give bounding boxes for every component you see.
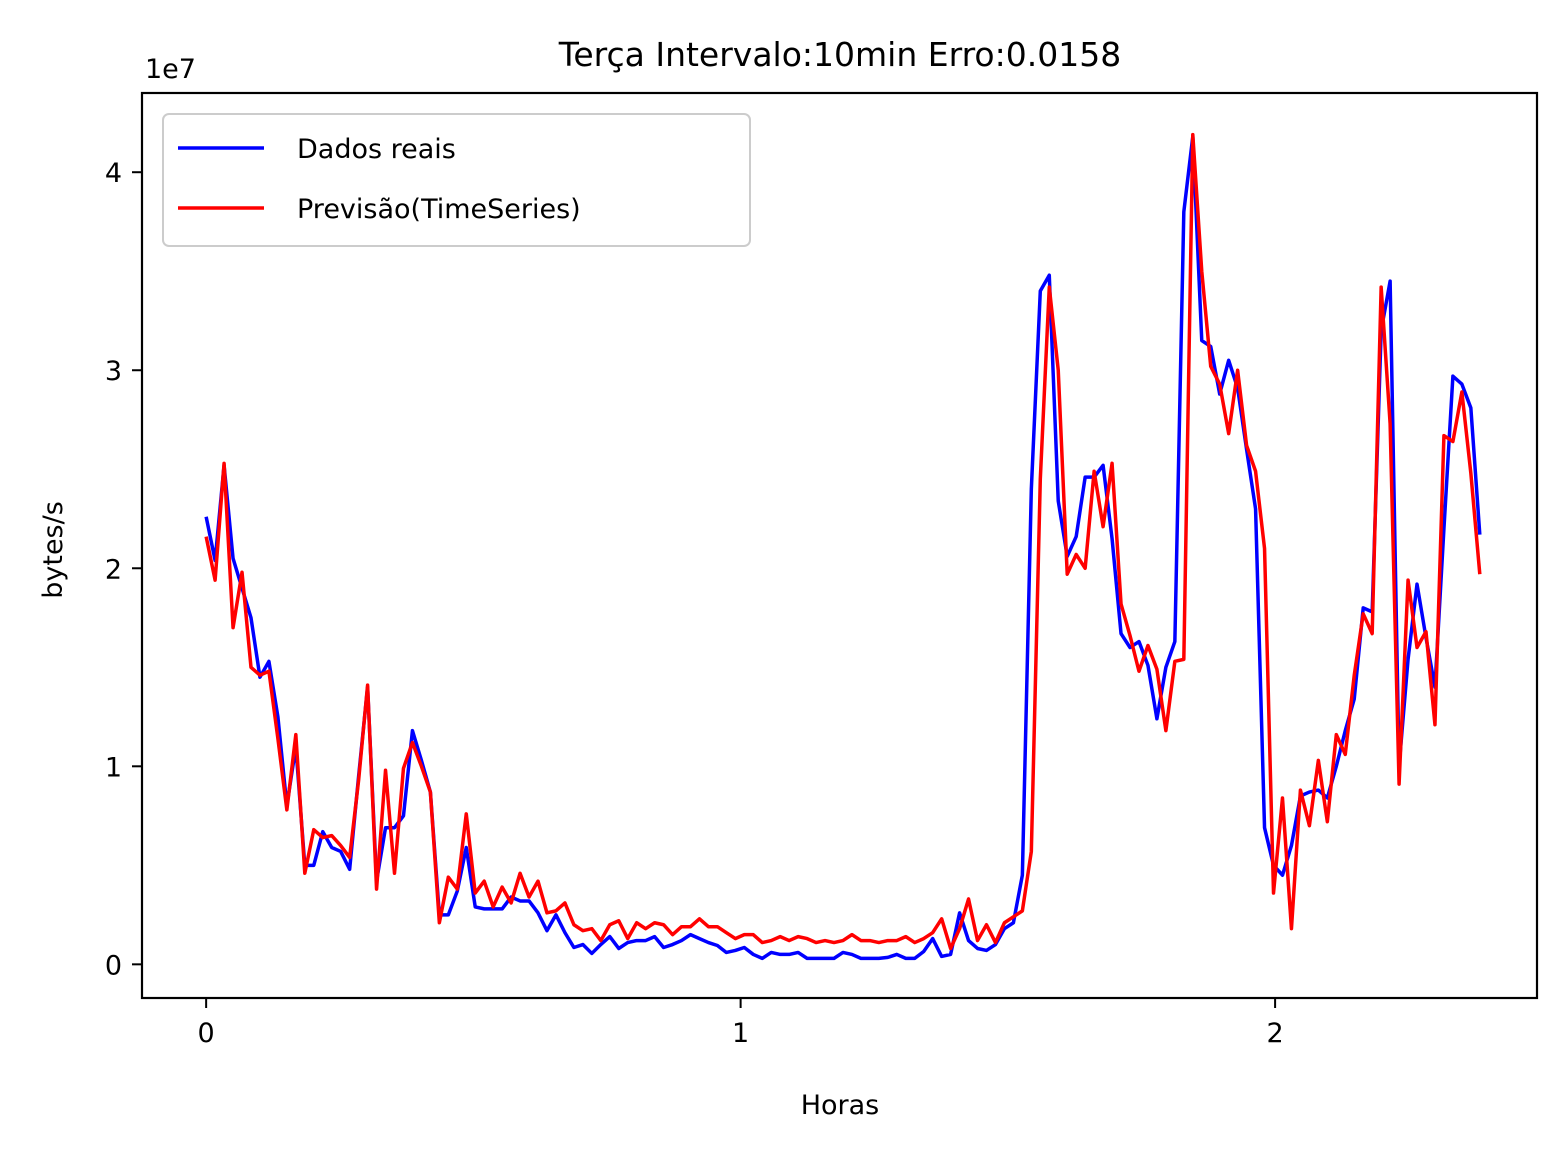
legend-label-dados-reais: Dados reais: [297, 134, 456, 165]
y-tick-label: 2: [105, 554, 122, 585]
y-axis-offset-label: 1e7: [145, 54, 196, 85]
y-axis-ticks: 0 1 2 3 4: [105, 158, 142, 981]
y-tick-label: 4: [105, 158, 122, 189]
y-axis-label: bytes/s: [38, 501, 69, 599]
x-axis-ticks: 0 1 2: [198, 998, 1284, 1049]
x-tick-label: 1: [732, 1018, 749, 1049]
legend-label-previsao: Previsão(TimeSeries): [297, 194, 581, 225]
series-line-previsao: [204, 132, 1482, 951]
plot-area: [204, 132, 1482, 961]
y-tick-label: 1: [105, 752, 122, 783]
y-tick-label: 3: [105, 356, 122, 387]
y-tick-label: 0: [105, 950, 122, 981]
x-axis-label: Horas: [801, 1090, 880, 1121]
x-tick-label: 0: [198, 1018, 215, 1049]
chart-title: Terça Intervalo:10min Erro:0.0158: [558, 35, 1121, 74]
x-tick-label: 2: [1267, 1018, 1284, 1049]
legend: Dados reais Previsão(TimeSeries): [162, 113, 751, 247]
legend-box: [162, 113, 751, 247]
series-line-dados-reais: [204, 134, 1482, 961]
axes-frame: [140, 91, 1539, 1000]
